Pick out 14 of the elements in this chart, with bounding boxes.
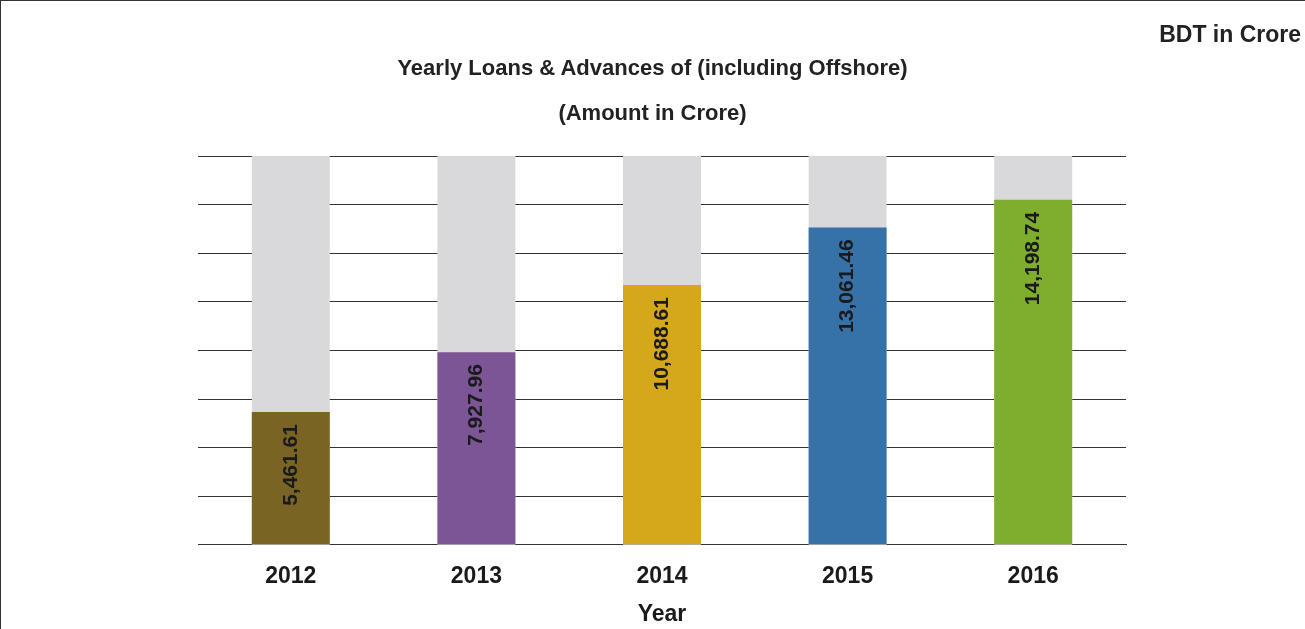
text: BDT in Crore <box>1159 21 1301 48</box>
chart-title: Yearly Loans & Advances of (including Offshore) <box>396 55 909 81</box>
chart-subtitle: (Amount in Crore) <box>557 100 748 126</box>
x-axis-title: Year <box>637 599 687 626</box>
x-tick-label: 2015 <box>822 561 874 588</box>
x-tick-label: 2016 <box>1007 561 1059 588</box>
data-label: 5,461.61 <box>277 423 301 506</box>
data-label: 13,061.46 <box>834 239 858 333</box>
data-label: 7,927.96 <box>463 364 487 446</box>
x-tick-label: 2014 <box>636 561 688 588</box>
data-label: 10,688.61 <box>648 296 672 391</box>
data-label: 14,198.74 <box>1020 211 1043 306</box>
x-tick-label: 2013 <box>450 561 502 588</box>
x-tick-label: 2012 <box>265 561 317 588</box>
